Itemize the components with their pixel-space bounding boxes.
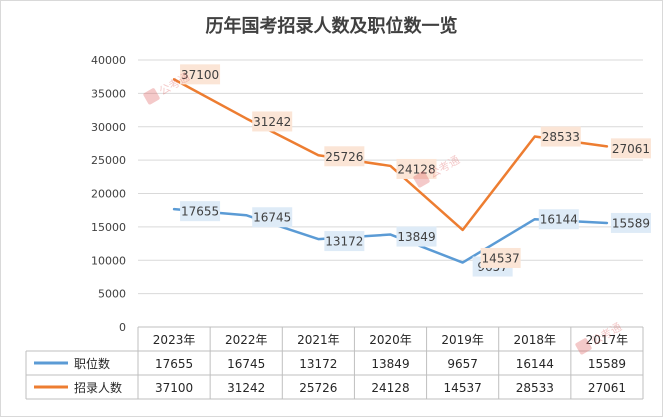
data-label-bg bbox=[538, 209, 579, 230]
table-cell-value: 9657 bbox=[447, 357, 478, 371]
data-label: 27061 bbox=[612, 142, 650, 156]
y-tick-label: 10000 bbox=[91, 254, 126, 267]
data-label: 37100 bbox=[181, 68, 219, 82]
y-tick-label: 15000 bbox=[91, 221, 126, 234]
legend-series-name: 招录人数 bbox=[74, 380, 122, 395]
data-label: 25726 bbox=[325, 150, 363, 164]
data-label: 13172 bbox=[325, 235, 363, 249]
watermark-logo bbox=[413, 171, 430, 188]
data-label-bg bbox=[396, 158, 437, 179]
data-label: 17655 bbox=[181, 205, 219, 219]
data-label: 13849 bbox=[397, 230, 435, 244]
table-cell-value: 13172 bbox=[299, 357, 337, 371]
table-cell-value: 14537 bbox=[444, 381, 482, 395]
x-category-label: 2020年 bbox=[369, 333, 412, 347]
table-cell-value: 15589 bbox=[588, 357, 626, 371]
data-label: 28533 bbox=[542, 130, 580, 144]
table-cell-value: 31242 bbox=[227, 381, 265, 395]
x-category-label: 2018年 bbox=[514, 333, 557, 347]
data-label-bg bbox=[324, 231, 365, 252]
table-cell-value: 16144 bbox=[516, 357, 554, 371]
table-cell-value: 17655 bbox=[155, 357, 193, 371]
watermark-logo bbox=[575, 338, 592, 355]
data-label-bg bbox=[252, 207, 293, 228]
y-tick-label: 20000 bbox=[91, 188, 126, 201]
data-label-bg bbox=[180, 64, 221, 85]
data-label: 16144 bbox=[540, 213, 578, 227]
data-label: 24128 bbox=[397, 162, 435, 176]
table-cell-value: 25726 bbox=[299, 381, 337, 395]
data-label-bg bbox=[396, 226, 437, 247]
watermark-text: 公考通 bbox=[427, 153, 462, 181]
x-category-label: 2023年 bbox=[153, 333, 196, 347]
data-label-bg bbox=[180, 201, 221, 222]
series-line-1 bbox=[172, 78, 609, 232]
series-line-0 bbox=[172, 207, 609, 264]
x-category-label: 2019年 bbox=[441, 333, 484, 347]
data-label-bg bbox=[480, 247, 521, 268]
data-label: 16745 bbox=[253, 211, 291, 225]
table-cell-value: 24128 bbox=[371, 381, 409, 395]
y-tick-label: 25000 bbox=[91, 154, 126, 167]
x-category-label: 2017年 bbox=[586, 333, 629, 347]
watermark-logo bbox=[143, 88, 160, 105]
x-category-label: 2021年 bbox=[297, 333, 340, 347]
x-category-label: 2022年 bbox=[225, 333, 268, 347]
table-cell-value: 28533 bbox=[516, 381, 554, 395]
y-tick-label: 5000 bbox=[98, 288, 126, 301]
y-tick-label: 30000 bbox=[91, 121, 126, 134]
chart-title: 历年国考招录人数及职位数一览 bbox=[205, 16, 458, 37]
legend-series-name: 职位数 bbox=[74, 356, 110, 371]
data-label: 15589 bbox=[612, 216, 650, 230]
table-cell-value: 37100 bbox=[155, 381, 193, 395]
y-tick-label: 0 bbox=[119, 321, 126, 334]
watermark-text: 公考通 bbox=[157, 70, 192, 98]
data-label: 31242 bbox=[253, 115, 291, 129]
data-label-bg bbox=[540, 126, 581, 147]
data-label-bg bbox=[610, 138, 651, 159]
y-tick-label: 40000 bbox=[91, 54, 126, 67]
table-cell-value: 16745 bbox=[227, 357, 265, 371]
data-label-bg bbox=[610, 212, 651, 233]
watermark: 公考通 bbox=[143, 70, 192, 105]
data-label: 14537 bbox=[482, 251, 520, 265]
table-cell-value: 27061 bbox=[588, 381, 626, 395]
table-cell-value: 13849 bbox=[371, 357, 409, 371]
data-label-bg bbox=[324, 146, 365, 167]
y-tick-label: 35000 bbox=[91, 87, 126, 100]
data-label-bg bbox=[252, 111, 293, 132]
